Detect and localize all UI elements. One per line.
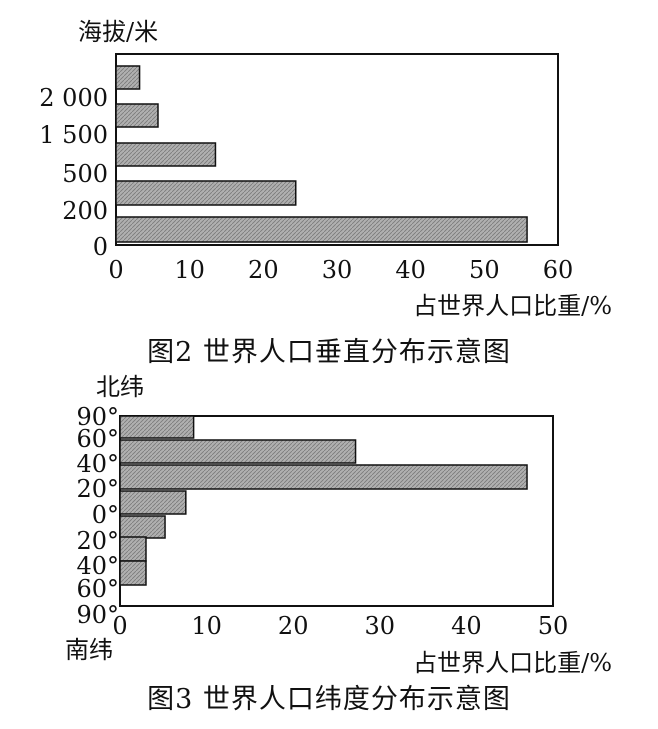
y-tick-label: 40° [76, 450, 119, 478]
bar [119, 515, 166, 539]
y-tick-label: 500 [62, 160, 108, 188]
x-tick-label: 60 [543, 256, 574, 284]
y-tick-label: 0° [92, 501, 119, 529]
bar [119, 415, 195, 439]
x-tick-label: 40 [451, 612, 482, 640]
y-tick-label: 60° [76, 575, 119, 603]
y-tick-label: 90° [76, 601, 119, 629]
y-tick-label: 90° [76, 403, 119, 431]
y-tick-label: 1 500 [39, 121, 108, 149]
y-axis-title-south: 南纬 [65, 636, 113, 664]
bar [115, 103, 159, 128]
y-tick-label: 2 000 [39, 84, 108, 112]
figure-vertical-distribution: 海拔/米 2 000 1 500 500 200 0 0 10 20 30 40 50 60 占世界人口比… [39, 18, 612, 368]
vertical-distribution-chart: 海拔/米 2 000 1 500 500 200 00 10 20 30 40 50 60 占世界人口比… [39, 18, 612, 320]
caption-vertical-distribution: 图2 世界人口垂直分布示意图 [147, 337, 511, 368]
bar [119, 439, 357, 464]
y-tick-label: 60° [76, 425, 119, 453]
x-tick-label: 10 [174, 256, 205, 284]
y-tick-label: 0 [93, 233, 108, 261]
x-tick-label: 10 [191, 612, 222, 640]
bar [115, 142, 217, 167]
bar [115, 65, 141, 90]
bar [115, 216, 528, 243]
y-tick-label: 40° [76, 552, 119, 580]
bar [115, 180, 297, 206]
bar [119, 464, 528, 490]
x-axis-title: 占世界人口比重/% [413, 292, 612, 320]
y-tick-label: 200 [62, 197, 108, 225]
x-tick-label: 30 [365, 612, 396, 640]
y-tick-label: 20° [76, 475, 119, 503]
x-tick-label: 20 [248, 256, 279, 284]
caption-latitude-distribution: 图3 世界人口纬度分布示意图 [147, 684, 511, 715]
y-axis-title: 海拔/米 [78, 18, 158, 46]
x-tick-label: 40 [395, 256, 426, 284]
y-axis-title-north: 北纬 [96, 373, 144, 401]
x-tick-label: 50 [538, 612, 569, 640]
x-axis-title: 占世界人口比重/% [413, 649, 612, 677]
x-tick-label: 50 [469, 256, 500, 284]
bar [119, 560, 147, 586]
y-tick-label: 20° [76, 527, 119, 555]
x-tick-label: 20 [278, 612, 309, 640]
figure-latitude-distribution: 北纬 90° 60° 40° 20° 0° 20° 40° 60° 90° 0 10 20 30 40 50 南… [0, 373, 658, 729]
x-tick-label: 30 [322, 256, 353, 284]
x-tick-label: 0 [108, 256, 123, 284]
x-tick-label: 0 [112, 612, 127, 640]
bar [119, 536, 147, 562]
bar [119, 490, 187, 515]
